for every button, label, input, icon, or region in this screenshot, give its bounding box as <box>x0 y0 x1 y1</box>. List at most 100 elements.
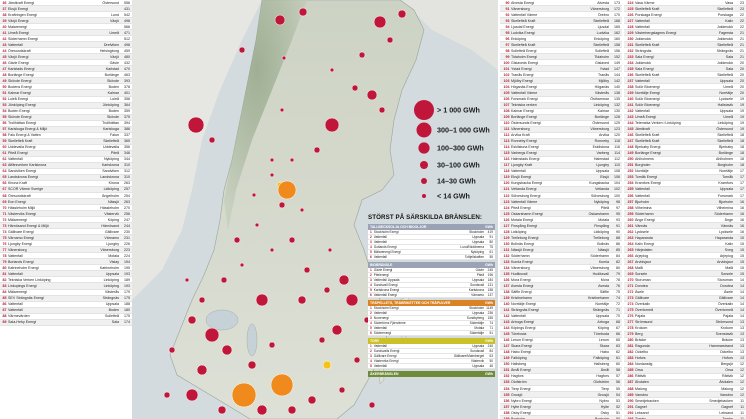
plant-rank: 55 <box>2 115 7 120</box>
plant-marker[interactable] <box>221 344 233 356</box>
plant-marker[interactable] <box>338 386 346 394</box>
plant-marker[interactable] <box>289 157 295 163</box>
plant-marker[interactable] <box>217 405 227 415</box>
plant-marker[interactable] <box>287 405 297 415</box>
plant-row: 239 Norrtälje Energi Norrtälje 20 <box>624 90 746 97</box>
plant-marker[interactable] <box>373 15 387 29</box>
plant-marker[interactable] <box>268 341 276 349</box>
plant-marker[interactable] <box>281 55 287 61</box>
fuel-plant-name: 2 Vattenfall <box>370 235 444 239</box>
plant-marker[interactable] <box>187 116 205 134</box>
plant-marker[interactable] <box>386 36 394 44</box>
plant-marker[interactable] <box>269 247 275 253</box>
plant-marker[interactable] <box>198 296 206 304</box>
plant-gwh: 78 <box>616 277 620 282</box>
plant-marker[interactable] <box>274 14 286 26</box>
plant-rank: 56 <box>2 121 7 126</box>
plant-row: 58 Falu Energi & Vatten Falun 337 <box>0 133 132 139</box>
plant-location: Ystad <box>599 66 609 71</box>
plant-gwh: 431 <box>124 6 130 11</box>
plant-marker[interactable] <box>366 89 378 101</box>
plant-rank: 141 <box>503 308 510 313</box>
plant-rank: 41 <box>2 30 7 35</box>
plant-marker[interactable] <box>269 172 275 178</box>
plant-marker[interactable] <box>288 236 296 244</box>
plant-row: 76 Ljungby Energi Ljungby 226 <box>0 241 132 248</box>
plant-location: Vänersborg <box>590 265 609 270</box>
plant-row: 129 Trelleborg Energi Trelleborg 88 <box>500 235 622 242</box>
plant-rank: 227 <box>627 18 634 23</box>
plant-marker[interactable] <box>279 107 285 113</box>
fuel-plant-name: 6 Vattenfall Energi <box>370 293 444 297</box>
plant-marker[interactable] <box>256 404 268 416</box>
plant-company: Skellefteå Kraft <box>635 133 660 138</box>
plant-location: Borlänge <box>594 115 609 120</box>
plant-marker[interactable] <box>233 236 241 244</box>
plant-marker[interactable] <box>358 51 366 59</box>
plant-marker[interactable] <box>269 157 275 163</box>
plant-marker[interactable] <box>255 293 269 307</box>
plant-marker[interactable] <box>303 266 311 274</box>
plant-marker[interactable] <box>208 136 216 144</box>
fuel-row: 6 Vattenfall Energi Värnamo 137 <box>368 293 495 298</box>
plant-marker[interactable] <box>251 192 257 198</box>
plant-marker[interactable] <box>318 336 326 344</box>
plant-marker[interactable] <box>299 207 305 213</box>
plant-marker[interactable] <box>329 67 335 73</box>
plant-location: Skellefteå <box>717 133 733 138</box>
plant-gwh: 50 <box>616 416 620 419</box>
plant-company: Skellefteå Kraft <box>635 42 660 47</box>
fuel-location: Värnamo <box>471 293 484 297</box>
plant-marker[interactable] <box>231 382 257 408</box>
plant-marker[interactable] <box>187 315 197 325</box>
plant-marker[interactable] <box>307 395 317 405</box>
plant-marker[interactable] <box>184 277 190 283</box>
plant-location: Umeå <box>723 115 733 120</box>
plant-company: Jokkmokk <box>635 36 651 41</box>
plant-rank: 45 <box>2 54 7 59</box>
plant-marker[interactable] <box>238 46 246 54</box>
plant-marker[interactable] <box>338 274 350 286</box>
plant-marker[interactable] <box>327 247 333 253</box>
plant-marker[interactable] <box>220 276 228 284</box>
plant-marker[interactable] <box>247 360 257 370</box>
plant-row: 114 Eskilstuna Energi Eskilstuna 116 <box>500 145 622 151</box>
plant-marker[interactable] <box>378 106 386 114</box>
plant-rank: 139 <box>503 296 510 301</box>
plant-rank: 89 <box>2 320 7 325</box>
fuel-row: 6 Söderenergi Södertälje 51 <box>368 331 495 336</box>
plant-marker[interactable] <box>277 180 297 200</box>
plant-marker[interactable] <box>298 7 308 17</box>
plant-marker[interactable] <box>196 364 208 376</box>
plant-marker[interactable] <box>353 356 361 364</box>
lake-vanern <box>205 309 239 331</box>
plant-company: Vattenfall <box>8 302 23 307</box>
plant-marker[interactable] <box>278 201 286 209</box>
plant-marker[interactable] <box>204 327 220 343</box>
plant-marker[interactable] <box>185 388 199 402</box>
plant-marker[interactable] <box>368 401 376 409</box>
plant-marker[interactable] <box>297 295 307 305</box>
plant-rank: 255 <box>627 187 634 192</box>
plant-marker[interactable] <box>397 9 407 19</box>
plant-marker[interactable] <box>322 360 332 370</box>
plant-location: Ängelholm <box>102 193 119 198</box>
plant-marker[interactable] <box>163 391 171 399</box>
plant-row: 100 Gislaveds Energi Gislaved 149 <box>500 60 622 67</box>
plant-marker[interactable] <box>254 222 260 228</box>
plant-marker[interactable] <box>270 373 294 397</box>
plant-marker[interactable] <box>239 262 245 268</box>
fuel-location: Sundsvall <box>470 283 484 287</box>
plant-marker[interactable] <box>324 117 340 133</box>
plant-marker[interactable] <box>168 346 176 354</box>
plant-marker[interactable] <box>351 84 359 92</box>
plant-marker[interactable] <box>331 324 343 336</box>
plant-company: Norrtälje Energi <box>635 90 660 95</box>
plant-company: Arboga Energi <box>511 320 534 325</box>
plant-company: Boden Energi <box>8 109 30 114</box>
plant-marker[interactable] <box>323 286 331 294</box>
plant-company: Solör Bioenergi <box>635 84 660 89</box>
plant-marker[interactable] <box>313 146 321 154</box>
plant-marker[interactable] <box>345 293 359 307</box>
plant-row: 145 Töreboda Töreboda 66 <box>500 331 622 338</box>
